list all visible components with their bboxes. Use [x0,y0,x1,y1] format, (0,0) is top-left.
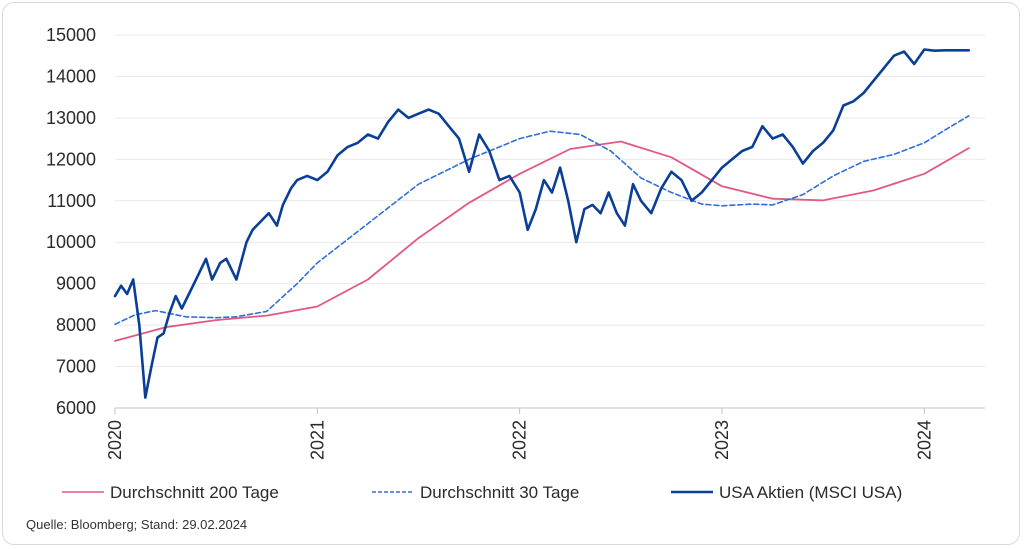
y-tick-label-11000: 11000 [47,191,96,211]
y-tick-label-8000: 8000 [56,315,96,335]
series-line-0 [114,140,970,342]
series-line-2 [113,48,971,399]
y-tick-label-12000: 12000 [46,149,96,169]
series-lines [113,48,971,399]
source-note: Quelle: Bloomberg; Stand: 29.02.2024 [26,517,248,532]
x-tick-label-2023: 2023 [712,420,732,460]
legend-label-0: Durchschnitt 200 Tage [110,483,279,502]
y-tick-label-13000: 13000 [46,108,96,128]
series-line-1 [114,115,970,326]
y-axis-ticks: 6000 7000 8000 9000 10000 11000 12000 13000 1400… [46,25,96,418]
y-tick-label-10000: 10000 [46,232,96,252]
legend: Durchschnitt 200 Tage Durchschnitt 30 Tag… [62,483,902,502]
y-tick-label-7000: 7000 [56,357,96,377]
y-tick-label-15000: 15000 [46,25,96,45]
x-axis-ticks: 2020 2021 2022 2023 2024 [105,408,934,460]
x-tick-label-2022: 2022 [510,420,530,460]
legend-label-1: Durchschnitt 30 Tage [420,483,579,502]
x-tick-label-2024: 2024 [914,420,934,460]
x-tick-label-2020: 2020 [105,420,125,460]
y-tick-label-9000: 9000 [56,274,96,294]
y-tick-label-6000: 6000 [56,398,96,418]
legend-label-2: USA Aktien (MSCI USA) [719,483,902,502]
y-tick-label-14000: 14000 [46,66,96,86]
x-tick-label-2021: 2021 [307,420,327,460]
